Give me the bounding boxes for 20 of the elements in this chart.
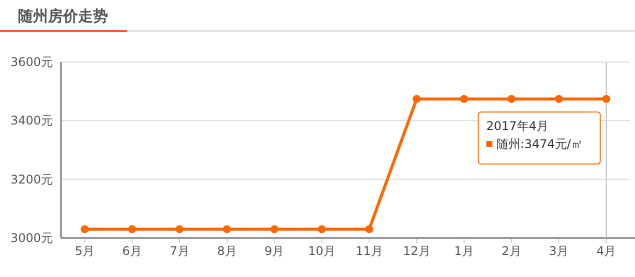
x-tick-label: 2月 [502, 244, 522, 258]
y-tick-label: 3000元 [10, 231, 53, 245]
title: 随州房价走势 [18, 7, 108, 25]
annotation: 随州:3474元/㎡ [496, 137, 583, 151]
x-tick-label: 12月 [402, 244, 430, 258]
x-tick-label: 5月 [74, 244, 95, 258]
x-tick-label: 11月 [356, 244, 383, 258]
x-tick-label: 9月 [264, 244, 284, 258]
x-tick-label: 1月 [454, 244, 474, 258]
x-tick-label: 7月 [170, 244, 190, 258]
x-tick-label: 8月 [217, 244, 237, 258]
x-tick-label: 10月 [308, 244, 336, 258]
y-tick-label: 3400元 [10, 114, 53, 128]
x-tick-label: 6月 [122, 244, 142, 258]
annotation: 2017年4月 [486, 119, 548, 133]
tooltip: 2017年4月 随州:3474元/㎡ [478, 112, 601, 164]
x-tick-label: 3月 [549, 244, 569, 258]
y-tick-label: 3200元 [10, 172, 53, 186]
x-tick-label: 4月 [596, 244, 616, 258]
y-tick-label: 3600元 [10, 55, 53, 69]
